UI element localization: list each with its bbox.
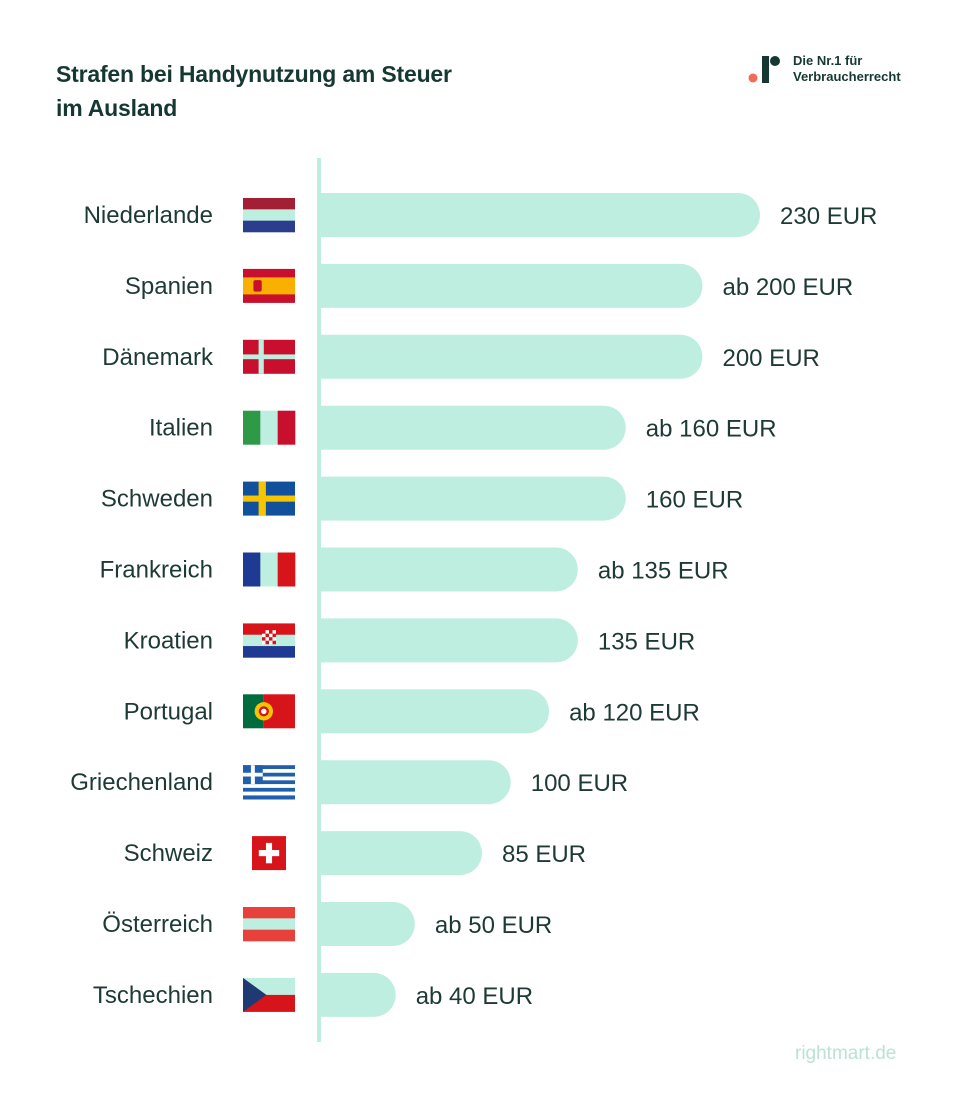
- denmark-flag-icon: [243, 339, 295, 374]
- value-label: 135 EUR: [598, 628, 695, 655]
- category-label: Italien: [149, 415, 213, 442]
- category-label: Österreich: [102, 911, 213, 938]
- footer-website: rightmart.de: [795, 1043, 897, 1064]
- value-label: 160 EUR: [646, 487, 743, 514]
- value-label: 200 EUR: [722, 345, 819, 372]
- value-label: ab 200 EUR: [722, 274, 853, 301]
- croatia-flag-icon: [243, 623, 295, 658]
- bar: [299, 263, 703, 308]
- chart-title: Strafen bei Handynutzung am Steuer im Au…: [56, 57, 452, 125]
- czechia-flag-icon: [243, 977, 295, 1012]
- brand-logo: Die Nr.1 für Verbraucherrecht: [748, 52, 928, 92]
- category-label: Dänemark: [102, 344, 214, 371]
- value-label: ab 135 EUR: [598, 558, 729, 585]
- greece-flag-icon: [243, 765, 295, 800]
- bar: [299, 334, 703, 379]
- value-label: 100 EUR: [531, 770, 628, 797]
- bar: [299, 547, 578, 592]
- brand-line-2: Verbraucherrecht: [793, 69, 901, 84]
- bar: [299, 405, 626, 450]
- category-label: Niederlande: [84, 202, 213, 229]
- france-flag-icon: [243, 552, 296, 587]
- bar: [299, 972, 396, 1017]
- category-label: Schweden: [101, 486, 213, 513]
- brand-line-1: Die Nr.1 für: [793, 53, 863, 68]
- title-line-2: im Ausland: [56, 95, 178, 121]
- value-label: ab 120 EUR: [569, 699, 700, 726]
- bar: [299, 689, 550, 734]
- value-label: 85 EUR: [502, 841, 586, 868]
- title-line-1: Strafen bei Handynutzung am Steuer: [56, 61, 452, 87]
- category-label: Schweiz: [124, 840, 213, 867]
- value-label: ab 160 EUR: [646, 416, 777, 443]
- bar: [299, 476, 626, 521]
- bar: [299, 618, 578, 663]
- italy-flag-icon: [243, 410, 296, 445]
- category-label: Griechenland: [70, 769, 213, 796]
- category-label: Portugal: [124, 698, 213, 725]
- y-axis-line-overlay: [317, 158, 321, 1042]
- rightmart-logo-icon: [748, 56, 780, 83]
- netherlands-flag-icon: [243, 198, 295, 233]
- brand-tagline: Die Nr.1 für Verbraucherrecht: [793, 53, 901, 85]
- value-label: ab 50 EUR: [435, 912, 552, 939]
- bar: [299, 831, 482, 876]
- bar: [299, 902, 415, 946]
- portugal-flag-icon: [243, 694, 295, 729]
- value-label: 230 EUR: [780, 203, 877, 230]
- bar: [299, 193, 760, 237]
- sweden-flag-icon: [243, 481, 295, 516]
- category-label: Kroatien: [124, 627, 213, 654]
- category-label: Tschechien: [93, 982, 213, 1009]
- category-label: Frankreich: [100, 557, 213, 584]
- spain-flag-icon: [243, 268, 295, 303]
- category-label: Spanien: [125, 273, 213, 300]
- austria-flag-icon: [243, 907, 295, 942]
- switzerland-flag-icon: [252, 836, 286, 871]
- value-label: ab 40 EUR: [416, 983, 533, 1010]
- bar: [299, 760, 511, 805]
